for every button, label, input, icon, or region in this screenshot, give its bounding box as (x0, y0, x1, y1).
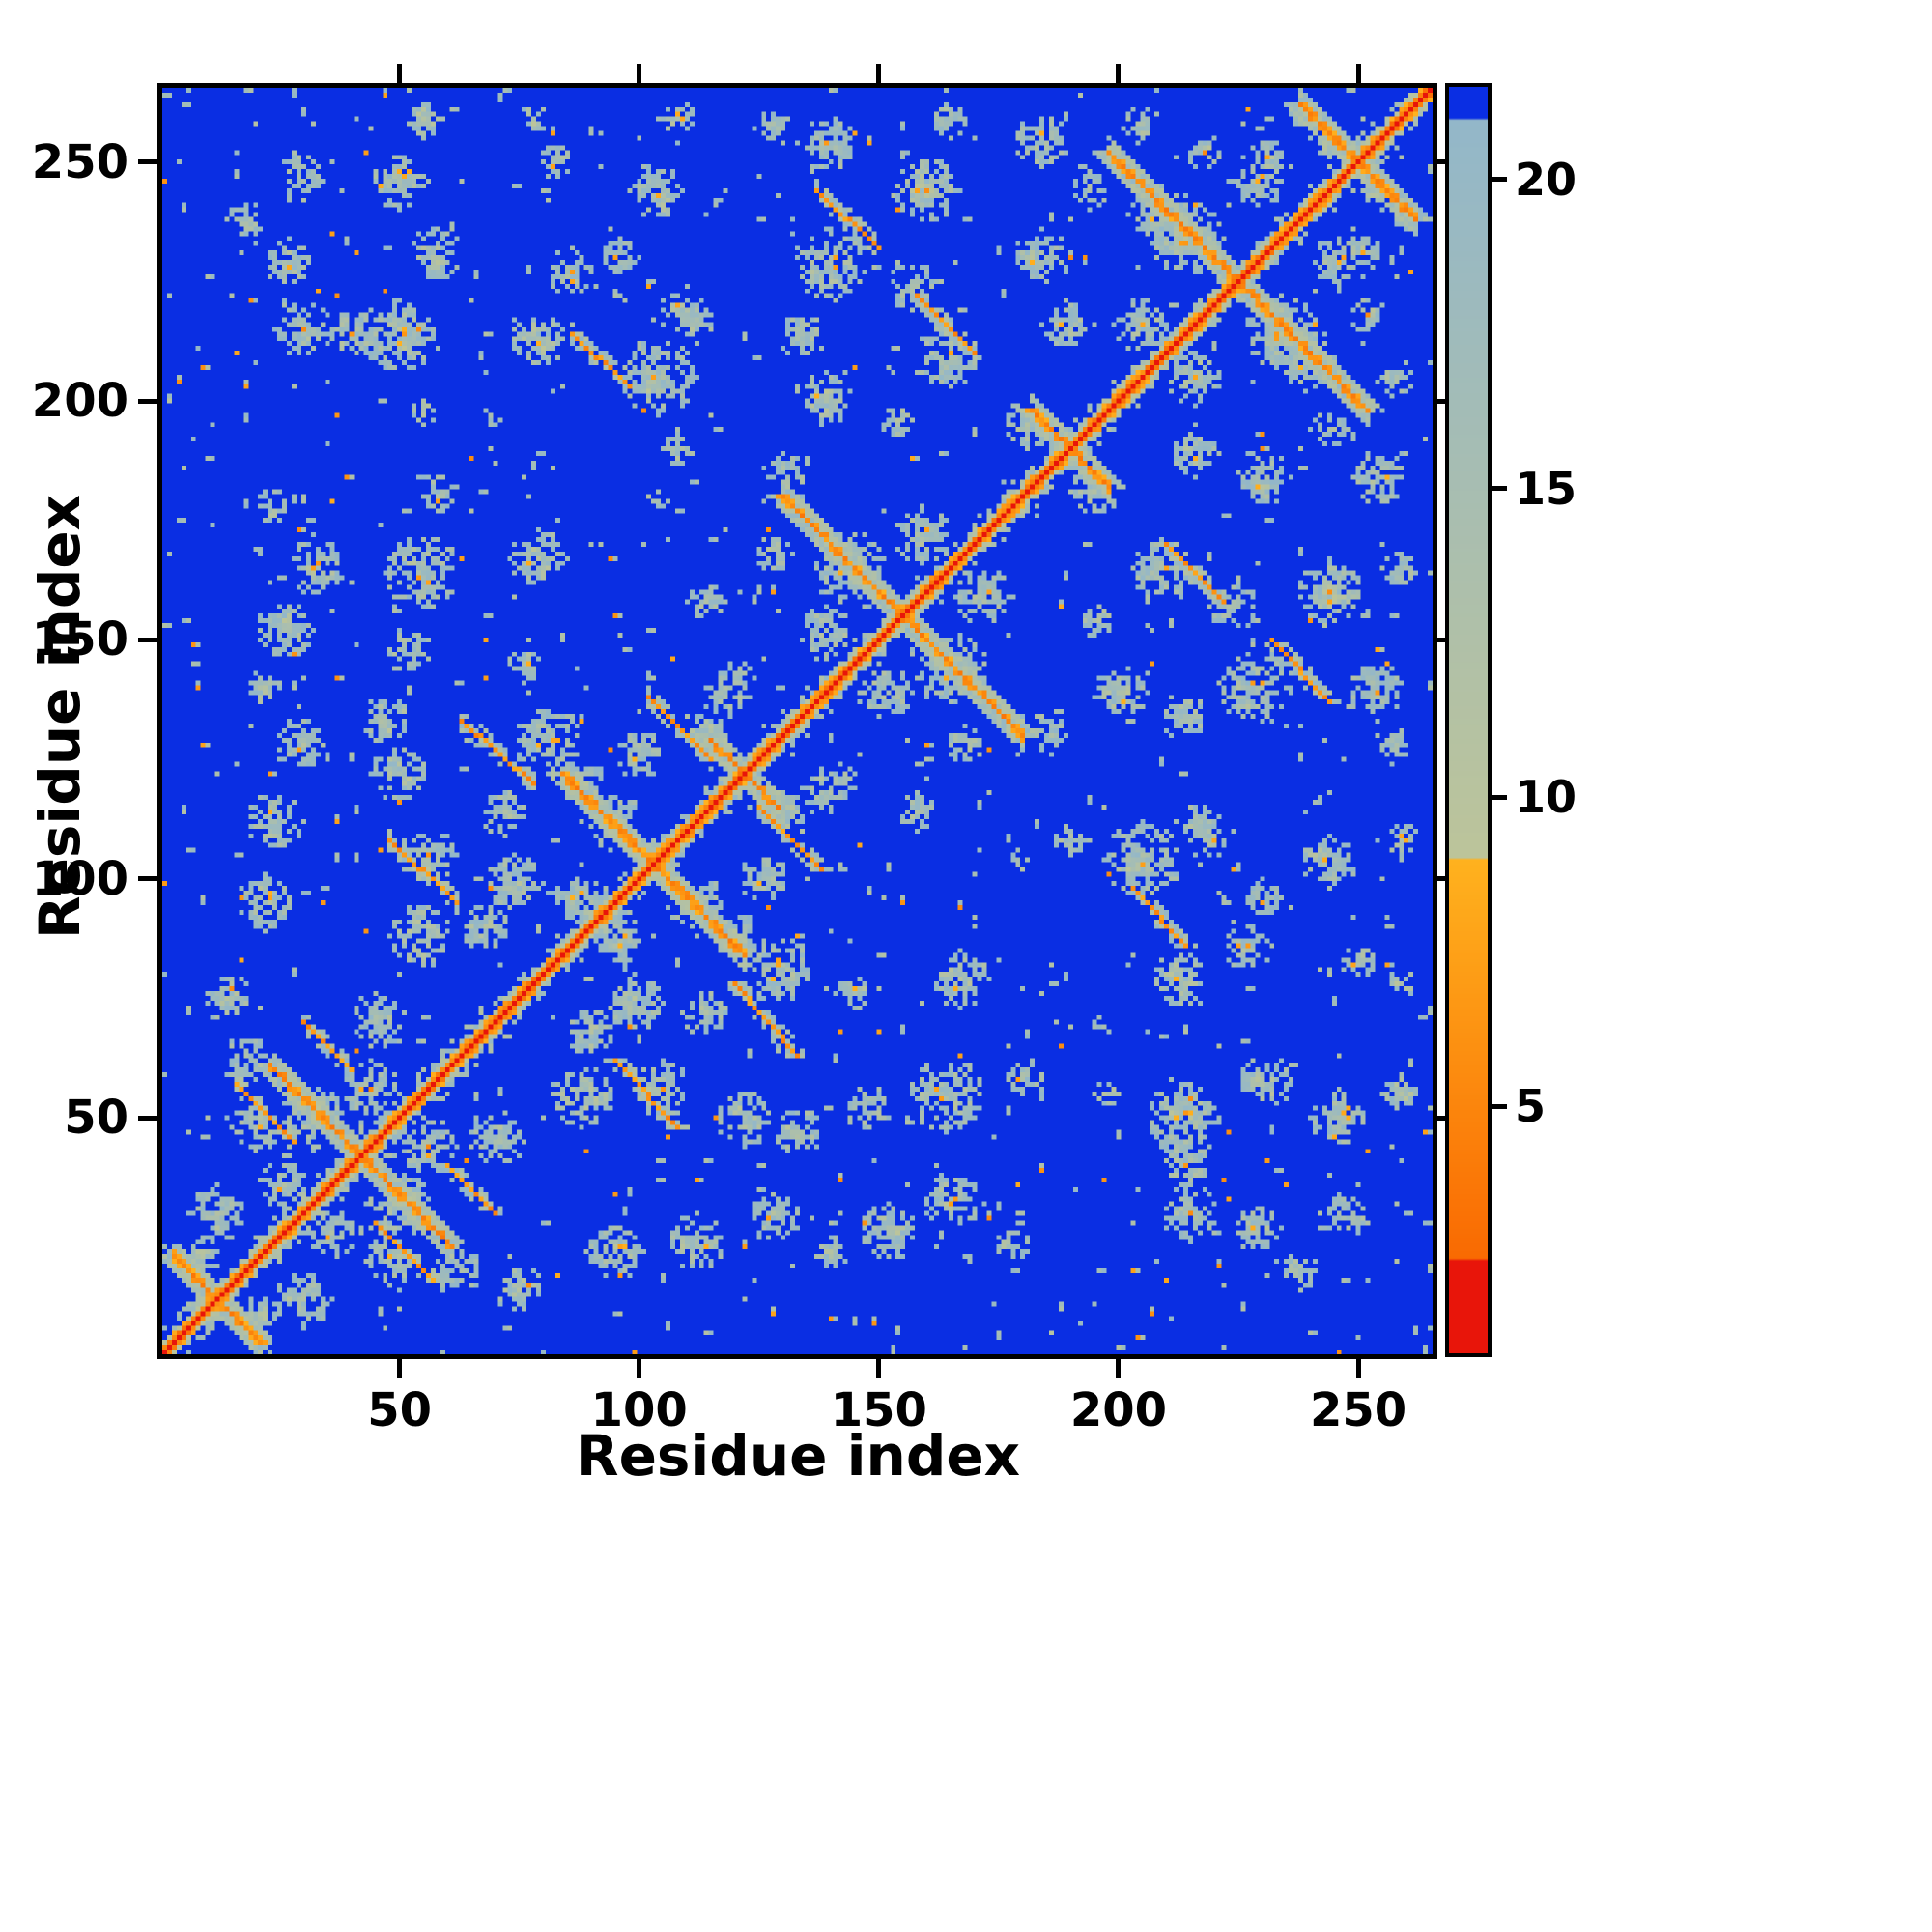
y-tick-mark-right (1437, 398, 1446, 404)
colorbar-tick-mark (1492, 794, 1507, 800)
colorbar-tick-mark (1492, 486, 1507, 492)
colorbar-tick-label: 15 (1515, 462, 1577, 515)
x-tick-label: 100 (590, 1383, 688, 1437)
x-tick-label: 150 (830, 1383, 927, 1437)
y-tick-mark (138, 398, 157, 404)
x-tick-mark-top (397, 64, 403, 83)
y-tick-mark (138, 876, 157, 882)
colorbar-tick-mark (1492, 177, 1507, 183)
x-tick-label: 200 (1069, 1383, 1168, 1437)
x-tick-mark-top (876, 64, 882, 83)
colorbar-tick-mark (1492, 1103, 1507, 1109)
y-tick-label: 200 (31, 374, 128, 429)
colorbar-tick-label: 10 (1515, 771, 1577, 824)
x-tick-mark (1116, 1359, 1122, 1378)
y-tick-mark (138, 1115, 157, 1121)
x-tick-label: 250 (1309, 1383, 1407, 1437)
contact-map-canvas (162, 88, 1433, 1354)
colorbar-canvas (1449, 87, 1488, 1353)
x-tick-mark (397, 1359, 403, 1378)
x-tick-mark (637, 1359, 642, 1378)
colorbar (1445, 83, 1492, 1357)
y-tick-label: 150 (31, 612, 128, 668)
x-axis-label: Residue index (575, 1423, 1021, 1489)
y-tick-mark-right (1437, 159, 1446, 165)
x-tick-label: 50 (367, 1383, 433, 1437)
y-tick-mark-right (1437, 637, 1446, 642)
x-tick-mark (876, 1359, 882, 1378)
y-tick-mark (138, 637, 157, 642)
x-tick-mark-top (637, 64, 642, 83)
y-tick-label: 100 (31, 851, 128, 906)
x-tick-mark-top (1355, 64, 1361, 83)
y-tick-mark-right (1437, 876, 1446, 882)
colorbar-tick-label: 20 (1515, 153, 1577, 206)
colorbar-tick-label: 5 (1515, 1080, 1547, 1133)
x-tick-mark-top (1116, 64, 1122, 83)
y-tick-mark (138, 159, 157, 165)
y-tick-label: 50 (64, 1091, 128, 1146)
y-tick-label: 250 (31, 134, 128, 189)
plot-area (157, 83, 1437, 1359)
x-tick-mark (1355, 1359, 1361, 1378)
y-tick-mark-right (1437, 1115, 1446, 1121)
